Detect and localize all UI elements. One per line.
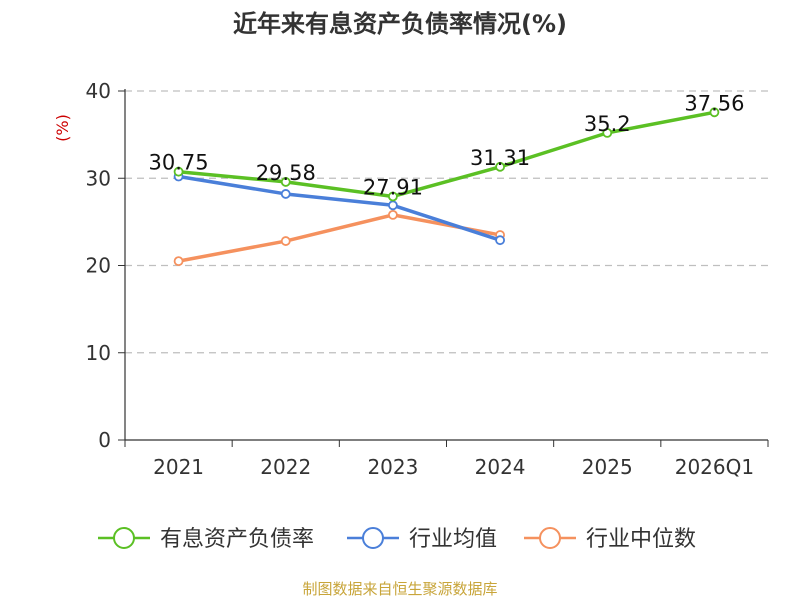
data-point (280, 177, 291, 187)
data-point (280, 189, 291, 199)
data-label: 31.31 (470, 146, 530, 170)
data-point (173, 166, 184, 177)
series-line-0 (176, 110, 717, 199)
data-point (709, 107, 720, 118)
y-tick-label: 10 (86, 341, 111, 365)
x-tick-label: 2025 (582, 455, 633, 479)
series-line-1 (176, 174, 502, 242)
x-tick-label: 2023 (367, 455, 418, 479)
legend-label: 行业均值 (409, 527, 497, 552)
data-label: 30.75 (149, 151, 209, 175)
legend-label: 行业中位数 (586, 527, 696, 552)
x-tick-label: 2022 (260, 455, 311, 479)
data-label: 27.91 (363, 175, 423, 199)
data-point (495, 235, 505, 246)
data-point (280, 236, 291, 246)
y-tick-label: 20 (86, 254, 111, 278)
data-point (173, 256, 184, 267)
data-point (388, 200, 398, 211)
y-axis-label: (%) (53, 114, 72, 142)
y-tick-label: 40 (86, 79, 111, 103)
data-point (495, 161, 505, 172)
legend-label: 有息资产负债率 (160, 527, 314, 552)
legend-swatch-marker (113, 527, 135, 549)
legend-swatch-marker (362, 527, 384, 549)
data-point (602, 127, 613, 138)
y-tick-label: 30 (86, 166, 111, 190)
x-tick-label: 2024 (475, 455, 526, 479)
x-tick-label: 2026Q1 (675, 455, 754, 479)
chart-title: 近年来有息资产负债率情况(%) (233, 10, 567, 38)
data-point (388, 191, 398, 202)
data-label: 29.58 (256, 161, 316, 185)
legend-item: 有息资产负债率 (98, 527, 314, 552)
legend-item: 行业中位数 (524, 527, 696, 552)
data-label: 37.56 (684, 91, 744, 115)
legend-item: 行业均值 (347, 527, 497, 552)
legend-swatch-marker (539, 527, 561, 549)
series-line-2 (176, 213, 502, 263)
source-note: 制图数据来自恒生聚源数据库 (302, 580, 498, 598)
y-tick-label: 0 (98, 428, 111, 452)
data-label: 35.2 (584, 112, 631, 136)
data-point (388, 209, 398, 220)
x-tick-label: 2021 (153, 455, 204, 479)
